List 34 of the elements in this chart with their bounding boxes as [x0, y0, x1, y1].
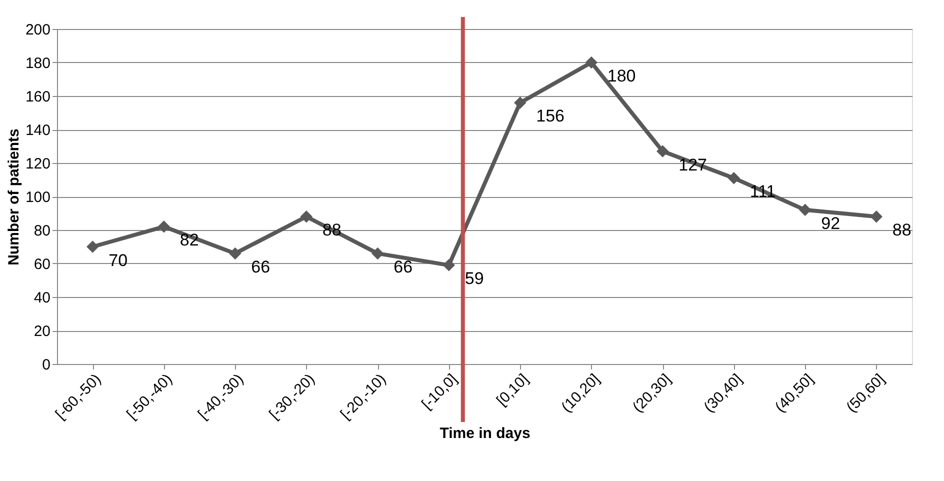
point [372, 247, 384, 260]
data-label: 66 [394, 257, 413, 276]
point [656, 145, 669, 158]
point [86, 240, 99, 253]
data-label: 88 [322, 220, 342, 240]
data-label: 156 [536, 106, 564, 126]
data-label: 92 [821, 214, 840, 233]
y-tick-label: 200 [25, 22, 50, 38]
point [514, 96, 526, 109]
point [229, 247, 242, 260]
x-axis-title: Time in days [440, 425, 530, 442]
y-tick-label: 0 [42, 356, 50, 374]
data-label: 70 [108, 250, 128, 270]
y-tick-label: 140 [25, 122, 50, 139]
y-tick-label: 20 [34, 323, 50, 340]
point [870, 210, 882, 223]
y-tick-label: 100 [25, 189, 50, 206]
point [300, 210, 312, 223]
y-tick-label: 120 [25, 156, 50, 172]
data-label: 66 [251, 257, 270, 276]
y-tick-label: 160 [25, 88, 50, 106]
point [585, 56, 598, 69]
data-label: 180 [607, 66, 636, 86]
y-tick-label: 180 [25, 55, 50, 72]
point [158, 220, 170, 233]
point [442, 259, 455, 272]
y-tick-label: 80 [34, 222, 50, 240]
point [799, 204, 812, 216]
y-tick-label: 60 [34, 256, 50, 273]
y-tick-label: 40 [34, 290, 50, 306]
data-label: 88 [892, 220, 912, 240]
point [728, 172, 740, 184]
data-label: 59 [464, 269, 484, 288]
y-axis-title: Number of patients [5, 128, 22, 266]
